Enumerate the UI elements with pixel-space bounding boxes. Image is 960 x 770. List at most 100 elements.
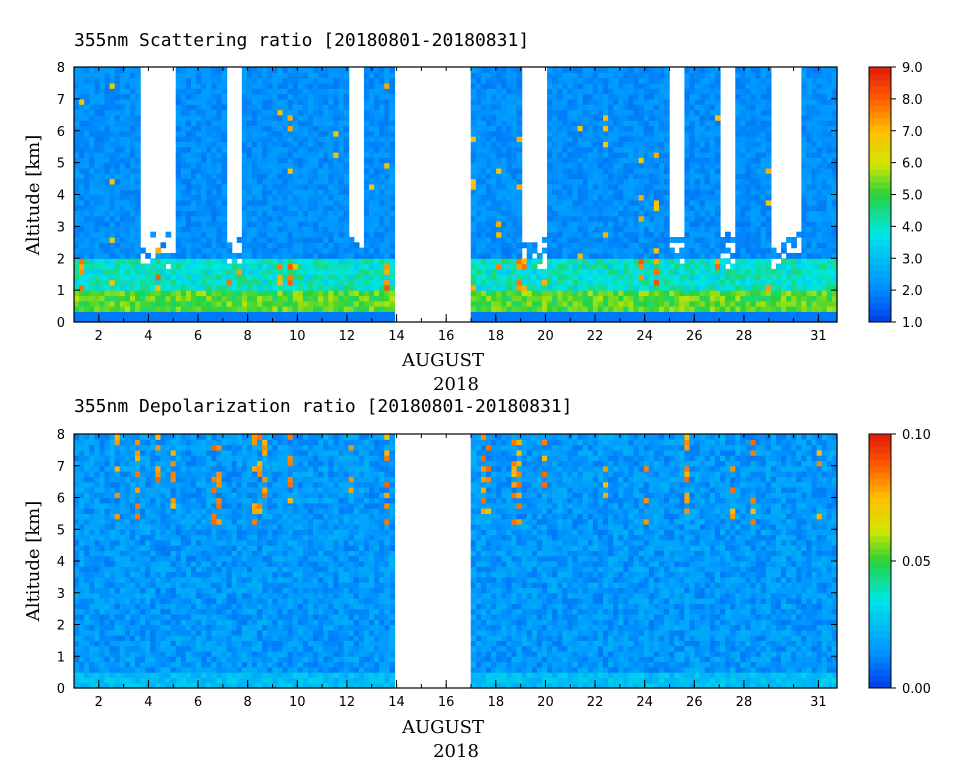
heatmap-cell [491,72,497,79]
heatmap-cell [745,88,752,95]
heatmap-cell [511,183,518,190]
heatmap-cell [755,72,762,79]
heatmap-cell [572,125,579,132]
heatmap-cell [185,88,192,95]
heatmap-cell [287,295,294,302]
heatmap-cell [516,199,523,206]
heatmap-cell [745,226,752,233]
heatmap-cell [79,72,85,79]
heatmap-cell [119,221,126,227]
heatmap-cell [297,221,304,227]
heatmap-cell [379,311,385,318]
heatmap-cell [491,311,497,318]
heatmap-cell [567,263,574,270]
heatmap-cell [562,306,569,312]
heatmap-cell [674,258,680,265]
heatmap-cell [180,274,187,281]
heatmap-cell [521,311,528,318]
heatmap-cell [643,67,650,73]
heatmap-cell [704,215,711,222]
heatmap-cell [374,67,380,73]
heatmap-cell [618,146,624,153]
heatmap-cell [653,98,660,105]
heatmap-cell [557,210,563,217]
heatmap-cell [302,141,309,148]
heatmap-cell [124,295,131,302]
heatmap-cell [658,199,665,206]
heatmap-cell [628,205,635,212]
heatmap-cell [89,205,95,212]
heatmap-cell [511,93,518,100]
heatmap-cell [658,247,665,254]
heatmap-cell [552,199,558,206]
heatmap-cell [648,263,655,270]
heatmap-cell [241,152,248,158]
heatmap-cell [353,295,360,302]
heatmap-cell [79,205,85,212]
heatmap-cell [603,221,609,227]
heatmap-cell [104,120,111,127]
heatmap-cell [628,221,635,227]
heatmap-cell [745,167,752,174]
heatmap-cell [653,263,660,270]
heatmap-cell [221,162,228,169]
heatmap-cell [114,77,121,84]
heatmap-cell [384,221,390,227]
heatmap-cell [374,120,380,127]
heatmap-cell [379,215,385,222]
heatmap-cell [628,215,635,222]
heatmap-cell [547,72,553,79]
heatmap-cell [699,141,706,148]
heatmap-cell [506,231,513,238]
heatmap-cell [262,295,268,302]
heatmap-cell [216,189,223,196]
heatmap-cell [114,109,121,116]
heatmap-cell [750,258,757,265]
heatmap-cell [480,189,487,196]
heatmap-cell [180,316,187,323]
heatmap-cell [613,210,619,217]
heatmap-cell [313,210,319,217]
heatmap-cell [750,316,757,323]
heatmap-cell [567,114,574,121]
heatmap-cell [674,274,680,281]
heatmap-cell [313,258,319,265]
heatmap-cell [262,284,268,291]
heatmap-cell [99,247,106,254]
heatmap-cell [99,114,106,121]
heatmap-cell [190,130,197,137]
heatmap-cell [587,183,594,190]
heatmap-cell [369,306,375,312]
heatmap-cell [623,263,630,270]
heatmap-cell [603,189,609,196]
heatmap-cell [714,268,721,275]
heatmap-cell [297,300,304,307]
heatmap-cell [119,311,126,318]
heatmap-cell [486,146,492,153]
heatmap-cell [89,173,95,180]
heatmap-cell [516,114,523,121]
heatmap-cell [185,300,192,307]
heatmap-cell [709,300,716,307]
heatmap-cell [577,77,584,84]
heatmap-cell [99,72,106,79]
heatmap-cell [760,109,767,116]
heatmap-cell [363,114,370,121]
heatmap-cell [231,274,238,281]
heatmap-cell [618,268,624,275]
heatmap-cell [765,279,772,286]
heatmap-cell [679,295,685,302]
heatmap-cell [470,290,477,297]
heatmap-cell [587,98,594,105]
heatmap-cell [313,300,319,307]
heatmap-cell [262,136,268,142]
heatmap-cell [241,263,248,270]
heatmap-cell [582,162,589,169]
heatmap-cell [333,284,340,291]
heatmap-cell [709,295,716,302]
heatmap-cell [694,120,701,127]
heatmap-cell [104,114,111,121]
heatmap-cell [313,82,319,89]
heatmap-cell [531,284,538,291]
heatmap-cell [297,215,304,222]
